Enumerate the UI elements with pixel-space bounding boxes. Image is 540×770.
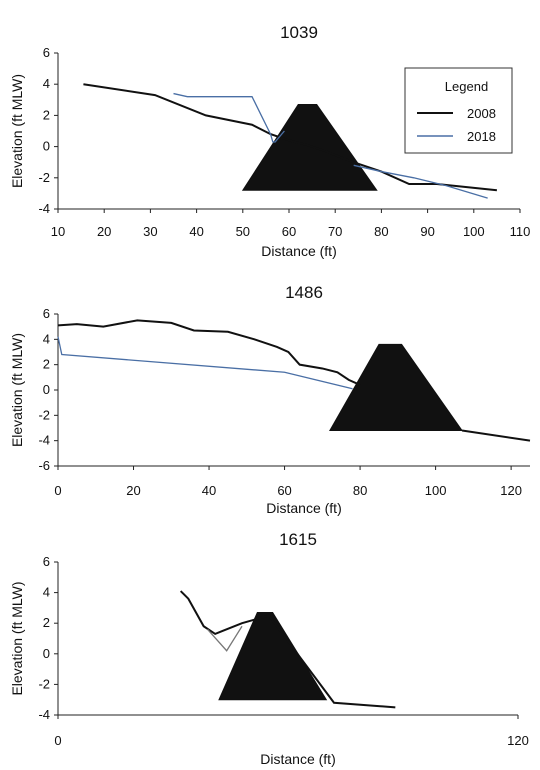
legend-label: 2018 <box>467 129 496 144</box>
x-axis-label: Distance (ft) <box>261 243 336 259</box>
series-2018-line <box>353 164 488 199</box>
x-tick-label: 30 <box>143 224 157 239</box>
rock-structure <box>329 343 463 432</box>
legend-label: 2008 <box>467 106 496 121</box>
y-tick-label: -2 <box>38 407 50 422</box>
y-tick-label: 2 <box>43 107 50 122</box>
x-tick-label: 100 <box>425 483 447 498</box>
chart-title: 1486 <box>285 283 323 302</box>
series-2008-line <box>57 319 361 386</box>
y-tick-label: -2 <box>38 170 50 185</box>
series-2008-line <box>179 590 396 709</box>
x-tick-label: 20 <box>97 224 111 239</box>
y-tick-label: -2 <box>38 676 50 691</box>
y-tick-label: 6 <box>43 45 50 60</box>
x-tick-label: 80 <box>353 483 367 498</box>
y-tick-label: 6 <box>43 306 50 321</box>
legend-box <box>404 67 513 154</box>
x-tick-label: 120 <box>507 733 529 748</box>
series-2018-line <box>57 336 353 390</box>
x-tick-label: 0 <box>54 733 61 748</box>
chart-1039: 1039 -4 -2 0 2 4 6 10 20 30 40 50 60 70 80 90 100 110 Dist… <box>9 23 530 259</box>
x-tick-label: 40 <box>202 483 216 498</box>
y-tick-label: 0 <box>43 646 50 661</box>
chart-title: 1039 <box>280 23 318 42</box>
rock-structure <box>241 103 378 191</box>
y-axis-label: Elevation (ft MLW) <box>9 581 25 695</box>
x-tick-label: 50 <box>236 224 250 239</box>
y-tick-label: 2 <box>43 615 50 630</box>
y-tick-label: 2 <box>43 357 50 372</box>
y-tick-label: -4 <box>38 201 50 216</box>
y-tick-label: 4 <box>43 331 50 346</box>
x-tick-label: 20 <box>126 483 140 498</box>
rock-structure <box>218 611 328 701</box>
y-tick-label: 6 <box>43 554 50 569</box>
series-extra-line <box>461 429 531 442</box>
x-tick-label: 60 <box>282 224 296 239</box>
y-axis-label: Elevation (ft MLW) <box>9 333 25 447</box>
x-tick-label: 0 <box>54 483 61 498</box>
x-tick-label: 80 <box>374 224 388 239</box>
x-tick-label: 120 <box>500 483 522 498</box>
x-tick-label: 40 <box>189 224 203 239</box>
y-tick-label: -4 <box>38 707 50 722</box>
y-axis-label: Elevation (ft MLW) <box>9 74 25 188</box>
y-tick-label: 4 <box>43 76 50 91</box>
chart-1615: 1615 -4 -2 0 2 4 6 0 120 Distance (ft) Elevation (… <box>9 530 529 767</box>
x-axis-label: Distance (ft) <box>266 500 341 516</box>
series-2018-line <box>173 92 285 143</box>
x-tick-label: 10 <box>51 224 65 239</box>
y-tick-label: 0 <box>43 382 50 397</box>
x-tick-label: 70 <box>328 224 342 239</box>
chart-title: 1615 <box>279 530 317 549</box>
x-axis-label: Distance (ft) <box>260 751 335 767</box>
y-tick-label: 4 <box>43 585 50 600</box>
y-tick-label: -6 <box>38 458 50 473</box>
legend-title: Legend <box>445 79 488 94</box>
series-2018-line <box>207 625 243 652</box>
x-tick-label: 100 <box>463 224 485 239</box>
series-2008-line <box>83 83 498 192</box>
y-tick-label: 0 <box>43 139 50 154</box>
x-tick-label: 60 <box>277 483 291 498</box>
y-tick-label: -4 <box>38 433 50 448</box>
x-tick-label: 110 <box>510 224 531 239</box>
x-tick-label: 90 <box>420 224 434 239</box>
